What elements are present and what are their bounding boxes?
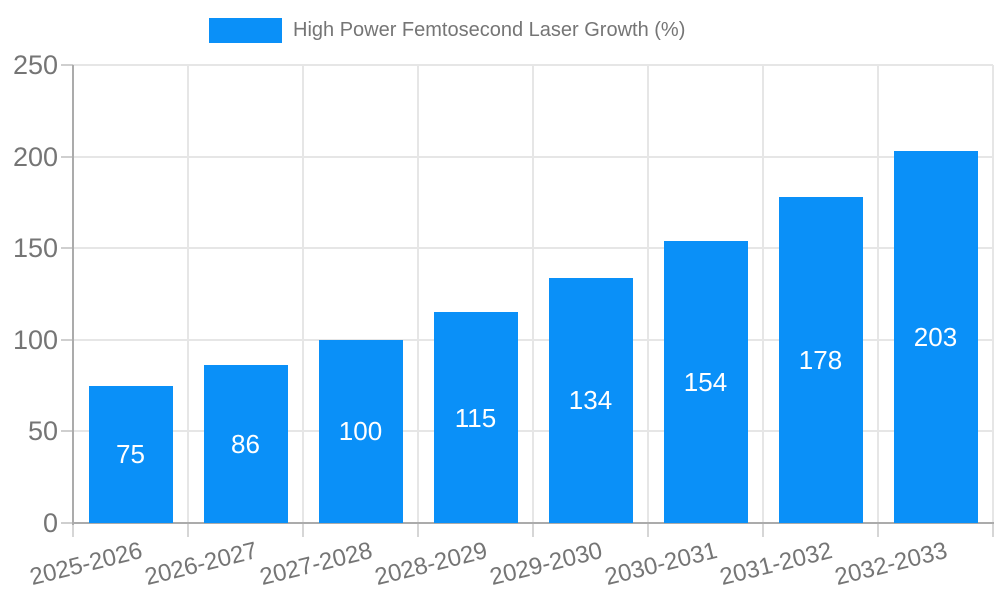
y-tick	[61, 430, 73, 433]
v-gridline	[417, 65, 419, 523]
bar	[203, 365, 288, 523]
bar-value-label: 115	[454, 402, 497, 433]
bar	[318, 339, 403, 523]
v-gridline	[302, 65, 304, 523]
x-tick	[72, 523, 74, 537]
x-tick-label: 2031-2032	[716, 537, 835, 591]
y-tick	[61, 64, 73, 66]
v-gridline	[762, 65, 764, 523]
bar-value-label: 178	[798, 344, 843, 375]
y-tick-label: 200	[12, 141, 58, 172]
bar	[778, 196, 863, 523]
bar-value-label: 134	[568, 385, 613, 416]
v-gridline	[647, 65, 649, 523]
y-tick-label: 100	[12, 324, 58, 355]
x-tick-label: 2028-2029	[371, 537, 490, 591]
y-tick	[61, 155, 73, 158]
x-tick-label: 2025-2026	[26, 537, 145, 591]
bar-value-label: 86	[231, 429, 260, 460]
x-tick	[647, 523, 649, 537]
x-tick	[992, 523, 994, 537]
x-tick-label: 2026-2027	[141, 537, 260, 591]
legend-swatch	[209, 18, 282, 43]
legend-label: High Power Femtosecond Laser Growth (%)	[293, 19, 686, 41]
bar	[663, 240, 748, 523]
y-tick-label: 50	[27, 416, 58, 447]
v-gridline	[532, 65, 534, 523]
y-tick-label: 250	[12, 50, 58, 80]
y-tick	[61, 247, 73, 250]
y-tick	[61, 522, 73, 524]
x-tick	[877, 523, 879, 537]
bar	[88, 385, 173, 523]
x-tick-label: 2030-2031	[601, 537, 720, 591]
bar	[893, 151, 978, 523]
y-tick-label: 150	[12, 233, 58, 264]
y-tick	[61, 338, 73, 341]
bar-value-label: 100	[338, 416, 383, 447]
x-tick	[762, 523, 764, 537]
bar-value-label: 154	[683, 366, 728, 397]
x-tick	[417, 523, 419, 537]
x-tick	[532, 523, 534, 537]
y-axis-line	[72, 65, 74, 525]
bar-value-label: 75	[116, 439, 145, 470]
y-tick-label: 0	[42, 508, 58, 538]
bar	[433, 312, 518, 523]
v-gridline	[992, 65, 994, 523]
x-tick-label: 2027-2028	[256, 537, 375, 591]
x-axis-line	[72, 522, 994, 524]
bar	[548, 277, 633, 523]
x-tick-label: 2032-2033	[831, 537, 950, 591]
x-tick	[187, 523, 189, 537]
v-gridline	[187, 65, 189, 523]
v-gridline	[877, 65, 879, 523]
bar-value-label: 203	[913, 322, 958, 353]
x-tick	[302, 523, 304, 537]
legend: High Power Femtosecond Laser Growth (%)	[209, 18, 685, 43]
x-tick-label: 2029-2030	[486, 537, 605, 591]
